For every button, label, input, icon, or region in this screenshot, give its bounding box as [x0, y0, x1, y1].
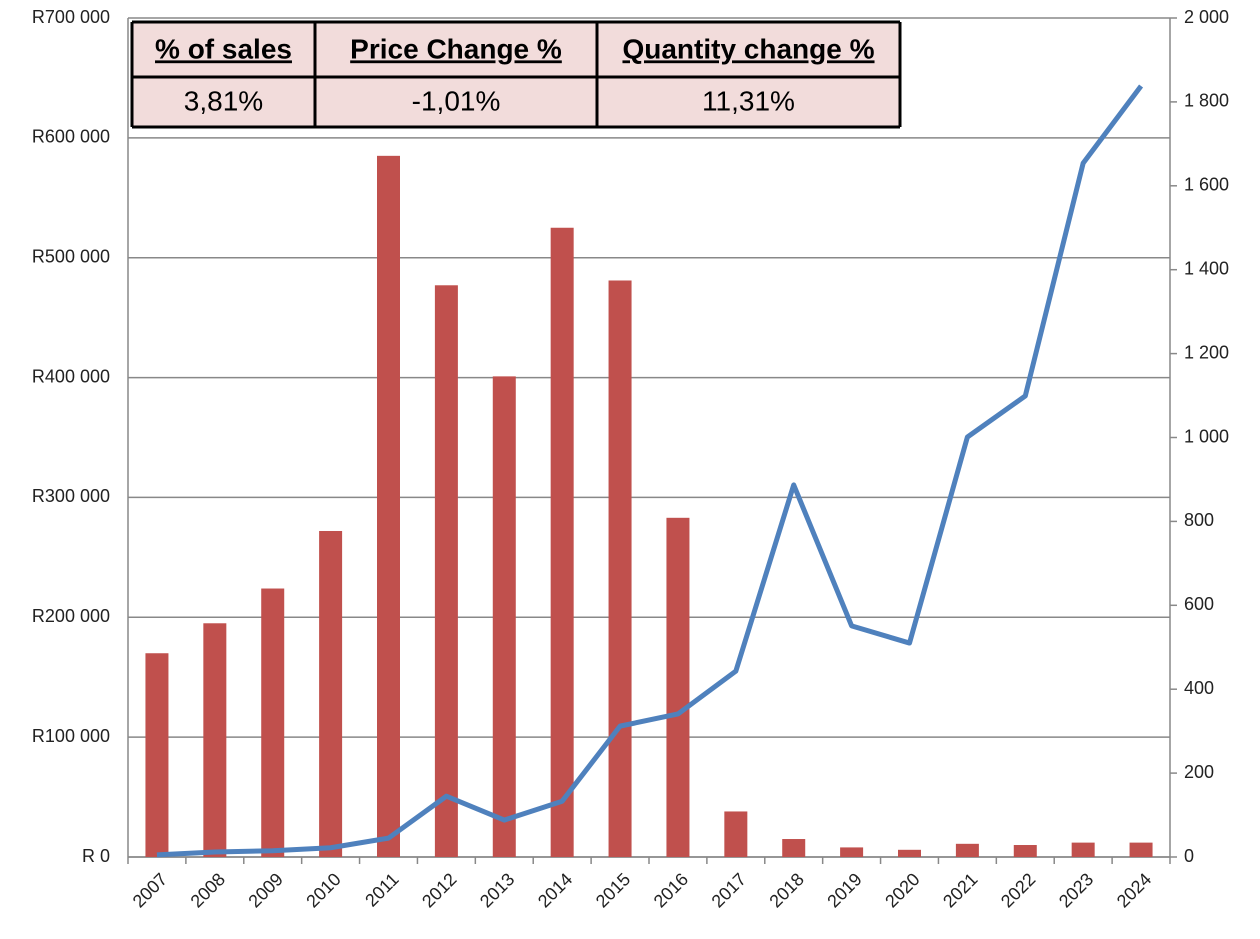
y2-tick-label: 600: [1184, 594, 1214, 614]
bar: [840, 847, 864, 857]
x-tick-label: 2017: [708, 869, 750, 911]
x-tick-label: 2016: [650, 869, 692, 911]
bar: [319, 530, 343, 857]
x-tick-label: 2010: [302, 869, 344, 911]
table-cell: 3,81%: [184, 85, 263, 116]
y2-tick-label: 1 200: [1184, 342, 1229, 362]
y-tick-label: R400 000: [32, 366, 110, 386]
bar: [434, 285, 458, 857]
x-tick-label: 2021: [939, 869, 981, 911]
x-tick-label: 2022: [997, 869, 1039, 911]
bar: [1129, 842, 1153, 857]
bar: [955, 843, 979, 857]
bar: [1013, 845, 1037, 857]
y2-tick-label: 1 600: [1184, 175, 1229, 195]
bar: [666, 517, 690, 857]
bar: [782, 839, 806, 857]
bar: [898, 849, 921, 857]
bar: [608, 280, 632, 857]
x-tick-label: 2019: [823, 869, 865, 911]
bar: [261, 588, 285, 857]
table-header: Price Change %: [350, 33, 562, 64]
x-tick-label: 2013: [476, 869, 518, 911]
x-tick-label: 2018: [765, 869, 807, 911]
x-tick-label: 2014: [534, 869, 576, 911]
y-tick-label: R700 000: [32, 7, 110, 27]
y2-tick-label: 800: [1184, 510, 1214, 530]
line: [156, 84, 1144, 858]
bar: [203, 623, 227, 857]
y2-tick-label: 1 800: [1184, 91, 1229, 111]
y-tick-label: R600 000: [32, 127, 110, 147]
x-tick-label: 2020: [881, 869, 923, 911]
x-tick-label: 2008: [187, 869, 229, 911]
bar: [550, 227, 574, 857]
y2-tick-label: 400: [1184, 678, 1214, 698]
x-tick-label: 2011: [361, 869, 403, 911]
table-header: % of sales: [155, 33, 292, 64]
x-tick-label: 2012: [418, 869, 460, 911]
y-tick-label: R500 000: [32, 246, 110, 266]
bar: [145, 653, 169, 857]
y-tick-label: R 0: [82, 846, 110, 866]
table-cell: -1,01%: [412, 85, 501, 116]
y-tick-label: R200 000: [32, 606, 110, 626]
y2-tick-label: 0: [1184, 846, 1194, 866]
y2-tick-label: 1 400: [1184, 258, 1229, 278]
x-tick-label: 2009: [244, 869, 286, 911]
bar: [377, 155, 400, 858]
x-tick-label: 2023: [1055, 869, 1097, 911]
x-tick-label: 2024: [1113, 869, 1155, 911]
bar: [1071, 842, 1095, 857]
y2-tick-label: 2 000: [1184, 7, 1229, 27]
y-tick-label: R100 000: [32, 726, 110, 746]
summary-table: % of sales Price Change % Quantity change …: [130, 20, 902, 129]
table-cell: 11,31%: [702, 85, 795, 116]
y-tick-label: R300 000: [32, 486, 110, 506]
y2-tick-label: 200: [1184, 762, 1214, 782]
bar: [492, 376, 516, 857]
table-bg: [132, 22, 900, 127]
x-tick-label: 2007: [129, 869, 171, 911]
x-tick-label: 2015: [592, 869, 634, 911]
table-header: Quantity change %: [622, 33, 874, 64]
bar: [724, 811, 748, 857]
y2-tick-label: 1 000: [1184, 426, 1229, 446]
